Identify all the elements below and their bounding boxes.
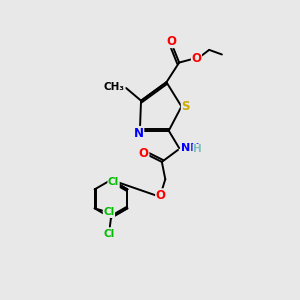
Text: Cl: Cl bbox=[103, 229, 114, 238]
Text: O: O bbox=[191, 52, 202, 65]
Text: N: N bbox=[134, 127, 144, 140]
Text: O: O bbox=[139, 147, 149, 160]
Text: S: S bbox=[182, 100, 190, 113]
Text: H: H bbox=[193, 144, 202, 154]
Text: O: O bbox=[166, 34, 176, 48]
Text: NH: NH bbox=[182, 142, 200, 153]
Text: O: O bbox=[156, 189, 166, 202]
Text: Cl: Cl bbox=[103, 208, 115, 218]
Text: Cl: Cl bbox=[108, 178, 119, 188]
Text: CH₃: CH₃ bbox=[104, 82, 125, 92]
